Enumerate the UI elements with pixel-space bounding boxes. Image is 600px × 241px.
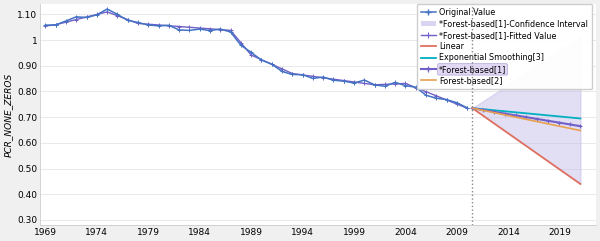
- Y-axis label: PCR_NONE_ZEROS: PCR_NONE_ZEROS: [4, 73, 13, 157]
- Legend: Original Value, *Forest-based[1]-Confidence Interval, *Forest-based[1]-Fitted Va: Original Value, *Forest-based[1]-Confide…: [417, 4, 592, 89]
